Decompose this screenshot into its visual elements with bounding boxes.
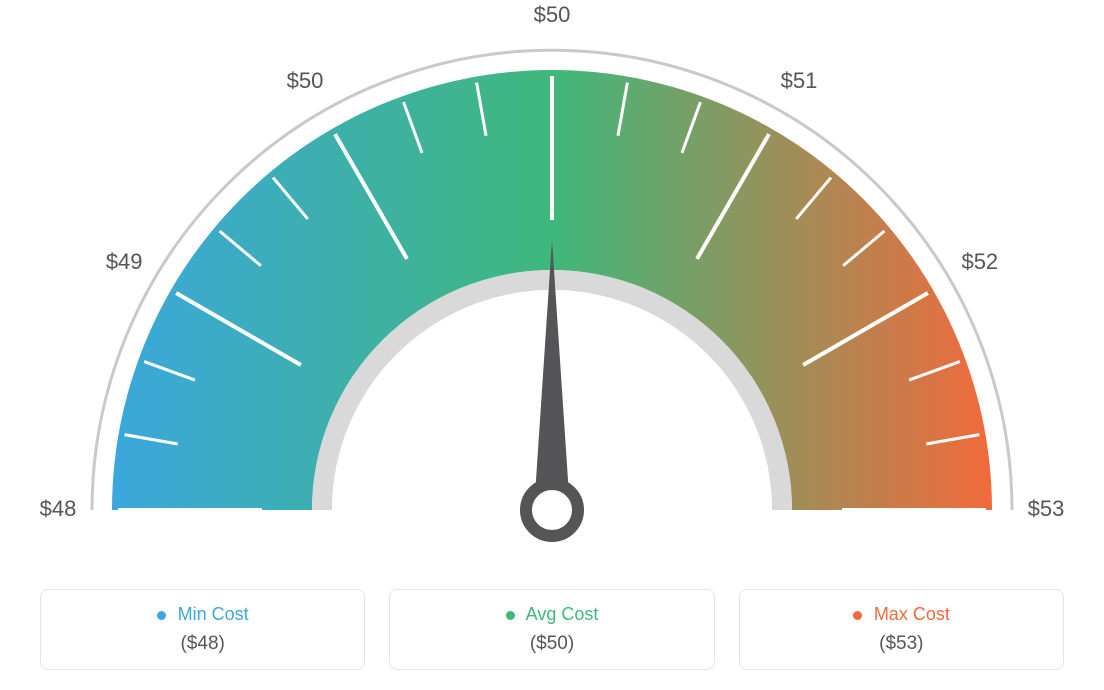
- gauge-svg: $48 $49 $50 $50 $51 $52 $53: [0, 0, 1104, 560]
- legend-value-max: ($53): [750, 633, 1053, 655]
- legend-title-max: Max Cost: [750, 604, 1053, 625]
- legend-card-min: Min Cost ($48): [40, 589, 365, 670]
- gauge-tick-label: $50: [287, 68, 324, 93]
- gauge-area: $48 $49 $50 $50 $51 $52 $53: [0, 0, 1104, 560]
- gauge-tick-label: $53: [1028, 496, 1065, 521]
- gauge-tick-label: $51: [781, 68, 818, 93]
- gauge-tick-label: $49: [106, 249, 143, 274]
- gauge-chart-container: $48 $49 $50 $50 $51 $52 $53 Min Cost ($48) Avg…: [0, 0, 1104, 690]
- gauge-tick-label: $48: [40, 496, 77, 521]
- legend-title-min: Min Cost: [51, 604, 354, 625]
- legend-label-min: Min Cost: [178, 604, 249, 624]
- legend-label-avg: Avg Cost: [526, 604, 599, 624]
- gauge-tick-label: $50: [534, 2, 571, 27]
- legend-card-avg: Avg Cost ($50): [389, 589, 714, 670]
- legend-value-min: ($48): [51, 633, 354, 655]
- dot-min: [157, 611, 166, 620]
- dot-avg: [506, 611, 515, 620]
- dot-max: [853, 611, 862, 620]
- gauge-tick-label: $52: [961, 249, 998, 274]
- legend-row: Min Cost ($48) Avg Cost ($50) Max Cost (…: [0, 589, 1104, 670]
- gauge-needle-hub: [526, 484, 578, 536]
- legend-value-avg: ($50): [400, 633, 703, 655]
- legend-card-max: Max Cost ($53): [739, 589, 1064, 670]
- legend-title-avg: Avg Cost: [400, 604, 703, 625]
- legend-label-max: Max Cost: [874, 604, 950, 624]
